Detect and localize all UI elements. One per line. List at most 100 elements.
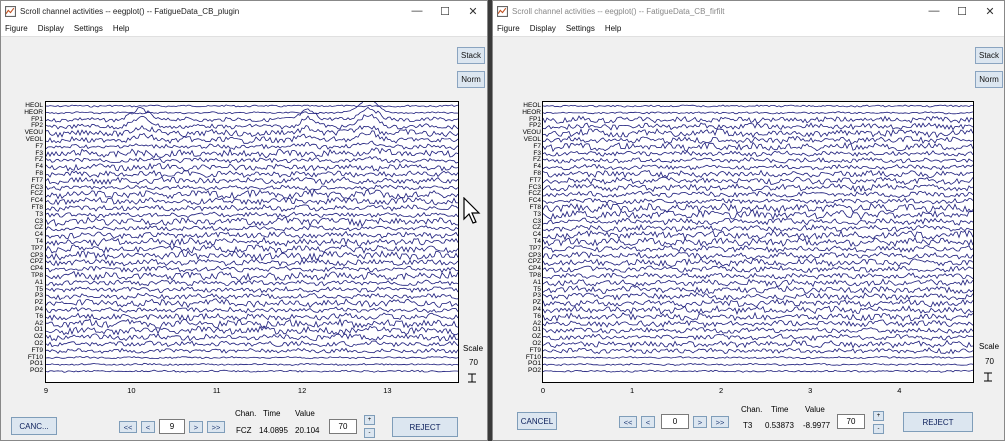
norm-button[interactable]: Norm [975,71,1003,88]
channel-label: OZ [33,333,43,341]
eeg-trace [46,270,458,282]
channel-label: F8 [35,170,43,177]
menu-help[interactable]: Help [604,24,622,33]
channel-labels: HEOL HEOR FP1 FP2 VEOU VEOL F7 F3 FZ F4 F8 FT7 FC3 FC… [501,101,541,381]
spacing-increase-button[interactable]: + [364,415,375,425]
cancel-button[interactable]: CANCEL [517,412,557,430]
eeg-trace [543,128,973,139]
value-readout: -8.9977 [803,421,831,430]
scroll-prev-button[interactable]: < [641,416,655,428]
eeg-trace [46,292,458,301]
eeg-trace [46,340,458,348]
eeg-trace [543,298,973,308]
x-tick-label: 12 [297,386,307,395]
eeg-trace [46,225,458,232]
reject-button[interactable]: REJECT [392,417,458,437]
channel-label: A2 [35,319,43,327]
reject-button[interactable]: REJECT [903,412,973,432]
maximize-icon[interactable]: ☐ [957,5,967,18]
eeg-trace [543,141,973,153]
eeg-trace [46,184,458,191]
eeg-trace [543,122,973,131]
eeg-trace [543,305,973,315]
maximize-icon[interactable]: ☐ [440,5,450,18]
channel-label: F7 [35,142,43,150]
eeg-trace [543,111,973,115]
scroll-last-button[interactable]: >> [711,416,729,428]
scroll-first-button[interactable]: << [619,416,637,428]
matlab-icon [497,5,508,17]
eeg-plot-area[interactable] [542,101,974,383]
channel-label: FP1 [529,115,541,123]
eeg-trace [543,333,973,342]
channel-label: PZ [532,299,541,307]
eeg-trace [46,189,458,200]
channel-label: CP4 [30,265,43,273]
menu-display[interactable]: Display [529,24,556,33]
eeg-trace [46,104,458,108]
eeg-traces [543,104,973,373]
x-tick-label: 9 [43,386,49,395]
scroll-next-button[interactable]: > [189,421,203,433]
channel-label: T3 [533,210,541,218]
menu-settings[interactable]: Settings [565,24,595,33]
eeg-trace [543,157,973,164]
eeg-trace [543,182,973,193]
close-icon[interactable]: ✕ [985,5,995,18]
eeg-trace [543,292,973,301]
scroll-last-button[interactable]: >> [207,421,225,433]
channel-label: OZ [531,333,541,341]
channel-label: PO1 [527,360,541,368]
eeg-trace [543,135,973,145]
spacing-decrease-button[interactable]: - [873,424,884,434]
minimize-icon[interactable]: — [928,5,940,17]
channel-label: P4 [35,306,43,313]
channel-label: F4 [533,163,541,171]
minimize-icon[interactable]: — [411,5,423,17]
menu-help[interactable]: Help [112,24,130,33]
eeg-trace [543,163,973,171]
eeg-trace [543,251,973,260]
window-title: Scroll channel activities -- eegplot() -… [512,6,725,16]
close-icon[interactable]: ✕ [468,5,478,18]
norm-button[interactable]: Norm [457,71,485,88]
scroll-first-button[interactable]: << [119,421,137,433]
spacing-input[interactable]: 70 [837,414,865,429]
eeg-trace [543,237,973,248]
channel-label: CP4 [528,265,541,273]
channel-label: FT8 [529,204,541,211]
eeg-plot-area[interactable] [45,101,459,383]
x-tick-label: 2 [719,386,724,395]
eegplot-window-right: Scroll channel activities -- eegplot() -… [492,0,1005,441]
channel-label: HEOR [24,108,43,116]
page-input[interactable]: 9 [159,419,185,434]
spacing-decrease-button[interactable]: - [364,428,375,438]
channel-label: FC3 [30,183,43,191]
channel-label: FZ [35,156,43,164]
channel-label: CZ [34,224,43,232]
channel-label: O1 [532,326,541,334]
channel-label: T6 [533,312,541,320]
eeg-trace [46,124,458,138]
scale-value: 70 [985,357,994,366]
menu-settings[interactable]: Settings [73,24,103,33]
value-readout: 20.104 [295,426,320,435]
eeg-trace [46,196,458,206]
cancel-button[interactable]: CANC... [11,417,57,435]
stack-button[interactable]: Stack [975,47,1003,64]
page-input[interactable]: 0 [661,414,689,429]
channel-label: A2 [533,319,541,327]
scroll-next-button[interactable]: > [693,416,707,428]
stack-button[interactable]: Stack [457,47,485,64]
scroll-prev-button[interactable]: < [141,421,155,433]
spacing-increase-button[interactable]: + [873,411,884,421]
channel-label: FCZ [30,190,43,198]
spacing-input[interactable]: 70 [329,419,357,434]
menu-figure[interactable]: Figure [497,24,520,33]
value-header: Value [295,409,315,418]
eeg-trace [543,347,973,355]
channel-label: VEOU [24,129,43,137]
menu-display[interactable]: Display [37,24,64,33]
eeg-trace [46,347,458,354]
menu-figure[interactable]: Figure [5,24,28,33]
